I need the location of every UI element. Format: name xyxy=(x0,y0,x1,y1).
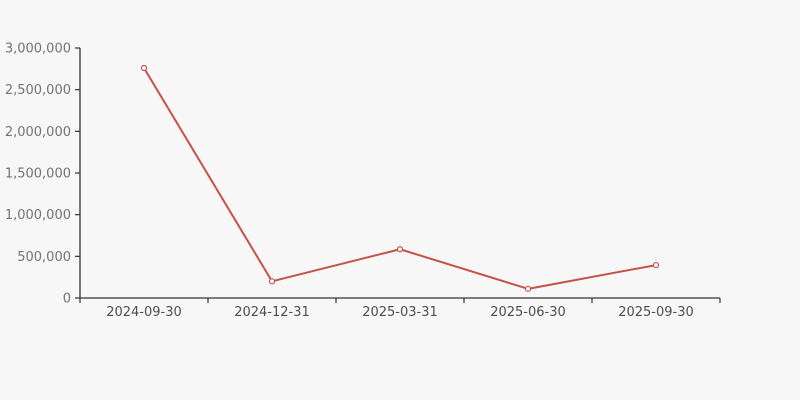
x-tick-label: 2024-09-30 xyxy=(106,305,182,320)
y-tick-label: 500,000 xyxy=(17,250,71,265)
x-tick-label: 2025-06-30 xyxy=(490,305,566,320)
y-tick-label: 1,000,000 xyxy=(5,208,71,223)
data-point-marker xyxy=(268,278,276,285)
axis-line xyxy=(79,48,720,299)
x-tick-label: 2024-12-31 xyxy=(234,305,310,320)
y-tick-label: 2,000,000 xyxy=(5,125,71,140)
x-tick-label: 2025-09-30 xyxy=(618,305,694,320)
y-tick-label: 0 xyxy=(63,292,71,307)
y-tick-label: 3,000,000 xyxy=(5,42,71,57)
data-point-marker xyxy=(140,64,148,72)
y-tick-label: 2,500,000 xyxy=(5,83,71,98)
data-point-marker xyxy=(396,246,404,253)
data-point-marker xyxy=(652,261,660,269)
x-tick-label: 2025-03-31 xyxy=(362,305,438,320)
data-point-marker xyxy=(524,285,532,292)
y-tick-label: 1,500,000 xyxy=(5,167,71,182)
